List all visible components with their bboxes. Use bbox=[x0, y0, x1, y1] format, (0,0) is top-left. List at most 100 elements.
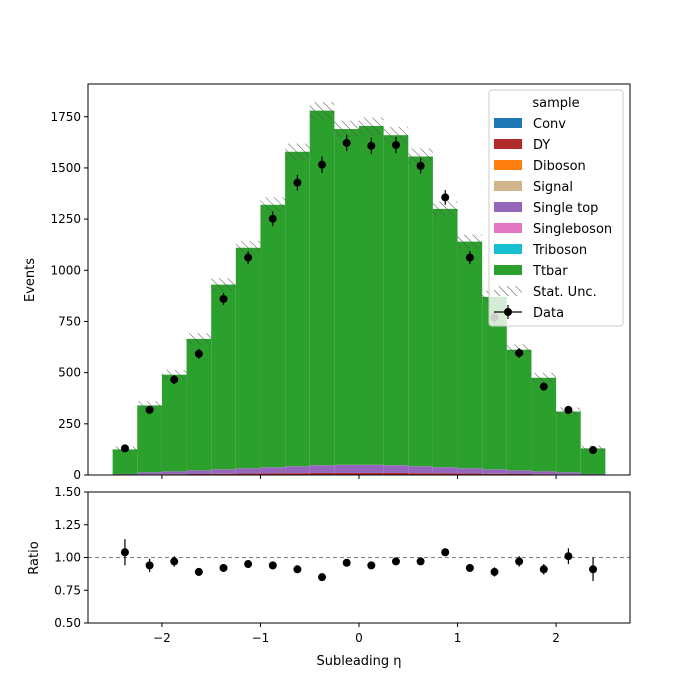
ratio-point-bin-19 bbox=[589, 565, 598, 574]
bar-dy-bin-13 bbox=[432, 473, 458, 475]
ratio-panel: 0.50 0.75 1.00 1.25 1.50 −2 −1 0 1 2 Ratio Suble… bbox=[27, 485, 631, 669]
stat-unc-bin-1 bbox=[137, 401, 162, 410]
bar-single-top-bin-7 bbox=[285, 466, 310, 474]
bar-single-top-bin-16 bbox=[506, 470, 532, 474]
stat-unc-bin-9 bbox=[334, 120, 359, 138]
ratio-point-bin-9 bbox=[342, 558, 351, 567]
bar-dy-bin-16 bbox=[506, 473, 532, 475]
data-point-bin-4 bbox=[219, 294, 228, 303]
data-point-bin-14 bbox=[465, 253, 474, 262]
bar-ttbar-bin-10 bbox=[359, 125, 384, 465]
stat-unc-bin-13 bbox=[432, 201, 458, 217]
stat-unc-bin-4 bbox=[211, 278, 236, 292]
data-point-bin-6 bbox=[268, 214, 277, 223]
legend-swatch-stat-unc- bbox=[494, 286, 522, 296]
bar-single-top-bin-11 bbox=[383, 465, 409, 473]
bar-single-top-bin-10 bbox=[359, 464, 384, 473]
legend-label-conv: Conv bbox=[533, 117, 566, 132]
legend-swatch-triboson bbox=[494, 244, 522, 254]
ratio-point-bin-5 bbox=[244, 560, 253, 569]
bar-single-top-bin-13 bbox=[432, 467, 458, 474]
ratio-y-tick-label: 0.75 bbox=[54, 583, 81, 597]
bar-single-top-bin-17 bbox=[531, 471, 557, 475]
data-point-bin-7 bbox=[293, 178, 302, 187]
legend-label-diboson: Diboson bbox=[533, 159, 586, 174]
y-tick-label: 500 bbox=[58, 366, 81, 380]
ratio-point-bin-4 bbox=[219, 563, 228, 572]
bar-single-top-bin-2 bbox=[161, 471, 187, 475]
legend-title: sample bbox=[532, 96, 579, 111]
x-tick-label: −2 bbox=[153, 631, 171, 645]
legend-frame bbox=[488, 89, 624, 327]
bar-single-top-bin-1 bbox=[137, 472, 162, 475]
stat-unc-bin-6 bbox=[260, 197, 286, 213]
bar-dy-bin-11 bbox=[383, 472, 409, 475]
x-tick-label: −1 bbox=[252, 631, 270, 645]
stat-unc-bin-10 bbox=[359, 117, 384, 135]
bar-ttbar-bin-17 bbox=[531, 377, 557, 472]
ratio-point-bin-1 bbox=[145, 561, 154, 570]
data-point-bin-12 bbox=[416, 161, 425, 170]
legend-label-stat-unc-: Stat. Unc. bbox=[533, 285, 597, 300]
ratio-y-axis-label: Ratio bbox=[27, 541, 42, 574]
ratio-point-bin-7 bbox=[293, 565, 302, 574]
bar-ttbar-bin-4 bbox=[211, 284, 236, 470]
ratio-point-bin-13 bbox=[441, 548, 450, 557]
bar-dy-bin-15 bbox=[482, 473, 507, 475]
bar-ttbar-bin-9 bbox=[334, 129, 359, 465]
ratio-point-bin-6 bbox=[268, 561, 277, 570]
bar-ttbar-bin-13 bbox=[432, 208, 458, 468]
data-point-bin-19 bbox=[589, 446, 598, 455]
main-y-ticks: 0 250 500 750 1000 1250 1500 1750 bbox=[50, 110, 88, 482]
legend-label-single-top: Single top bbox=[533, 201, 598, 216]
y-tick-label: 0 bbox=[73, 468, 81, 482]
ratio-point-bin-3 bbox=[194, 567, 203, 576]
stat-unc-bin-14 bbox=[457, 234, 483, 249]
stat-unc-bin-8 bbox=[309, 102, 335, 120]
data-point-bin-3 bbox=[194, 349, 203, 358]
ratio-point-bin-17 bbox=[539, 565, 548, 574]
bar-dy-bin-9 bbox=[334, 472, 359, 475]
bar-ttbar-bin-14 bbox=[457, 241, 483, 469]
ratio-point-bin-15 bbox=[490, 567, 499, 576]
legend-swatch-single-top bbox=[494, 202, 522, 212]
bar-single-top-bin-3 bbox=[186, 470, 212, 474]
legend-swatch-conv bbox=[494, 118, 522, 128]
legend-label-singleboson: Singleboson bbox=[533, 222, 612, 237]
stat-unc-bin-7 bbox=[285, 143, 310, 160]
x-tick-label: 1 bbox=[454, 631, 462, 645]
bar-dy-bin-4 bbox=[211, 473, 236, 475]
bar-ttbar-bin-7 bbox=[285, 151, 310, 467]
legend-label-dy: DY bbox=[533, 138, 550, 153]
bar-ttbar-bin-0 bbox=[112, 449, 138, 474]
x-tick-label: 0 bbox=[355, 631, 363, 645]
ratio-point-bin-18 bbox=[564, 552, 573, 561]
bar-ttbar-bin-16 bbox=[506, 349, 532, 471]
data-point-bin-5 bbox=[244, 253, 253, 262]
data-point-bin-17 bbox=[539, 382, 548, 391]
data-point-bin-2 bbox=[170, 375, 179, 384]
ratio-y-tick-label: 1.00 bbox=[54, 551, 81, 565]
ratio-y-tick-label: 1.50 bbox=[54, 485, 81, 499]
bar-single-top-bin-18 bbox=[556, 472, 581, 475]
ratio-point-bin-8 bbox=[318, 573, 327, 582]
y-tick-label: 1250 bbox=[50, 212, 81, 226]
bar-single-top-bin-4 bbox=[211, 469, 236, 474]
bar-single-top-bin-12 bbox=[408, 466, 433, 474]
bar-single-top-bin-14 bbox=[457, 468, 483, 474]
bar-single-top-bin-8 bbox=[309, 465, 335, 473]
data-point-bin-9 bbox=[342, 138, 351, 147]
data-point-bin-10 bbox=[367, 141, 376, 150]
y-tick-label: 1000 bbox=[50, 263, 81, 277]
legend-swatch-ttbar bbox=[494, 265, 522, 275]
bar-single-top-bin-15 bbox=[482, 469, 507, 474]
stat-unc-bin-3 bbox=[186, 333, 212, 345]
bar-ttbar-bin-12 bbox=[408, 156, 433, 467]
bar-single-top-bin-0 bbox=[112, 473, 138, 475]
ratio-point-bin-16 bbox=[515, 557, 524, 566]
bar-dy-bin-10 bbox=[359, 472, 384, 475]
stat-unc-bin-5 bbox=[235, 240, 261, 255]
ratio-point-bin-10 bbox=[367, 561, 376, 570]
bar-single-top-bin-5 bbox=[235, 468, 261, 474]
ratio-x-ticks: −2 −1 0 1 2 bbox=[153, 623, 560, 645]
